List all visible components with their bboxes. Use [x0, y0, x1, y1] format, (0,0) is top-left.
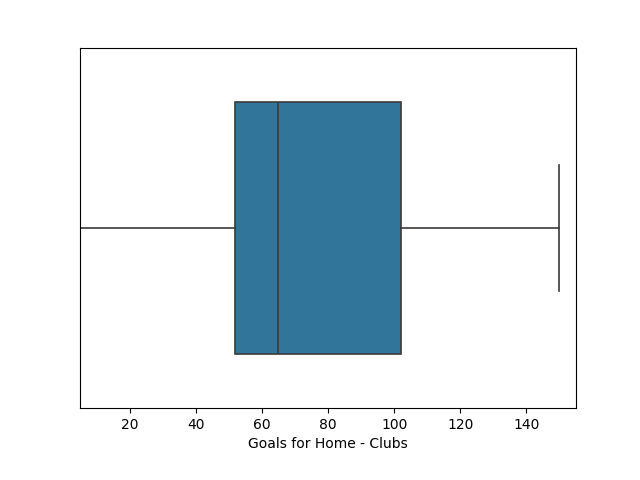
- X-axis label: Goals for Home - Clubs: Goals for Home - Clubs: [248, 437, 408, 451]
- PathPatch shape: [236, 102, 401, 354]
